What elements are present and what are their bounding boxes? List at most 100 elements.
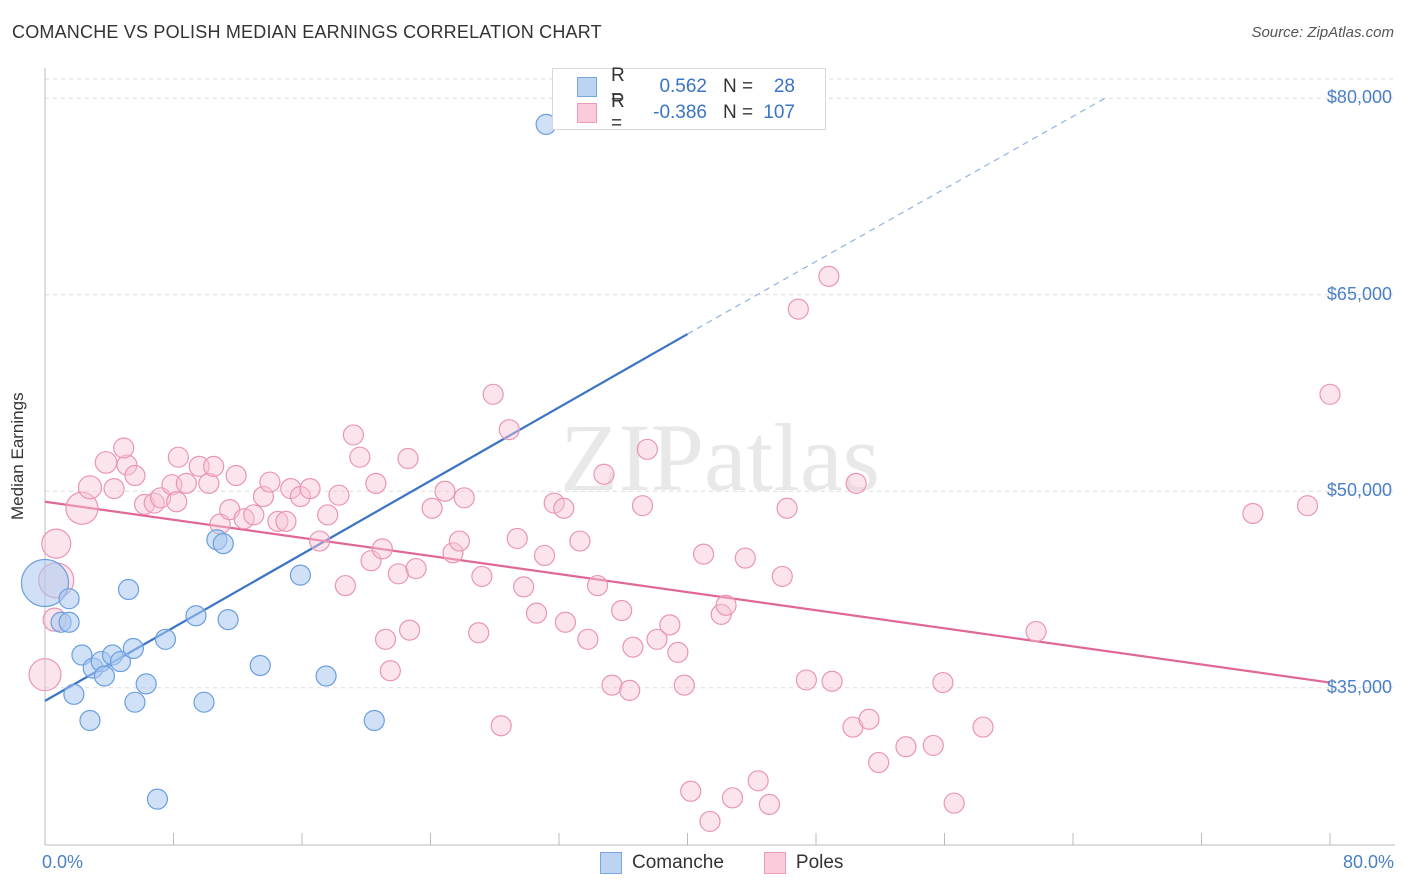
point-poles <box>243 504 265 526</box>
point-poles <box>317 504 339 526</box>
point-poles <box>342 424 364 446</box>
point-poles <box>922 734 944 757</box>
point-poles <box>699 810 721 833</box>
point-poles <box>554 611 577 633</box>
point-poles <box>1242 502 1264 525</box>
watermark: ZIPatlas <box>560 404 880 511</box>
point-poles <box>175 472 197 494</box>
point-poles <box>453 487 475 509</box>
legend-r-label: R = <box>611 91 625 134</box>
point-poles <box>721 787 744 809</box>
point-poles <box>471 565 493 588</box>
point-poles <box>397 447 419 470</box>
legend-swatch-poles <box>577 103 597 123</box>
point-poles <box>533 544 556 567</box>
legend-n-value: 107 <box>763 102 795 123</box>
point-poles <box>498 419 520 441</box>
legend-item-poles[interactable]: Poles <box>763 852 843 874</box>
point-poles <box>374 628 397 650</box>
point-poles <box>468 622 490 644</box>
point-poles <box>747 770 769 792</box>
point-poles <box>943 792 965 814</box>
point-poles <box>667 641 689 664</box>
point-poles <box>267 510 289 532</box>
legend-swatch-poles <box>763 852 786 874</box>
trend-line-poles <box>44 500 1331 684</box>
legend-item-comanche[interactable]: Comanche <box>600 852 724 874</box>
legend-swatch-comanche <box>600 852 622 874</box>
point-comanche <box>217 609 239 631</box>
point-poles <box>490 715 512 737</box>
point-poles <box>448 530 471 552</box>
legend-n-label: N = <box>723 102 754 123</box>
point-poles <box>371 538 393 560</box>
point-poles <box>405 557 427 580</box>
legend-n-label: N = <box>723 76 754 97</box>
x-tick-min: 0.0% <box>42 852 84 872</box>
point-comanche <box>249 654 271 677</box>
point-poles <box>758 793 781 815</box>
point-poles <box>225 464 247 487</box>
source-label: Source: ZipAtlas.com <box>1251 24 1394 41</box>
point-poles <box>868 751 890 774</box>
point-poles <box>275 510 297 532</box>
point-poles <box>1319 383 1341 405</box>
point-poles <box>77 475 103 500</box>
point-poles <box>434 480 456 502</box>
point-poles <box>309 530 331 552</box>
point-poles <box>932 671 954 694</box>
point-comanche <box>363 709 385 732</box>
point-comanche <box>122 637 144 660</box>
point-poles <box>203 455 225 477</box>
point-poles <box>1296 495 1319 517</box>
y-tick-label: $35,000 <box>1326 676 1392 697</box>
point-poles <box>103 478 125 500</box>
point-poles <box>198 472 220 494</box>
legend-row-comanche: R = 0.562 N = 28 <box>577 65 795 108</box>
point-comanche <box>289 564 311 586</box>
trend-extension-comanche <box>687 97 1106 335</box>
point-poles <box>399 619 421 641</box>
point-comanche <box>79 709 101 732</box>
point-comanche <box>124 691 146 713</box>
point-comanche <box>154 628 177 650</box>
point-poles <box>365 472 387 494</box>
point-poles <box>513 576 535 598</box>
point-poles <box>636 438 658 460</box>
point-poles <box>692 543 715 565</box>
point-poles <box>259 471 281 493</box>
point-poles <box>442 542 464 564</box>
chart-title: COMANCHE VS POLISH MEDIAN EARNINGS CORRE… <box>12 22 602 42</box>
x-tick-max: 80.0% <box>1342 852 1394 872</box>
point-poles <box>379 660 401 682</box>
legend-n-value: 28 <box>773 76 795 97</box>
legend-r-label: R = <box>611 65 625 108</box>
trend-lines <box>44 97 1331 702</box>
point-comanche <box>117 578 140 601</box>
point-comanche <box>58 588 80 610</box>
point-comanche <box>63 683 85 705</box>
point-poles <box>569 530 591 552</box>
point-comanche <box>135 673 157 695</box>
point-poles <box>611 599 633 622</box>
series-legend: Comanche Poles <box>600 852 883 874</box>
point-poles <box>116 454 138 476</box>
point-poles <box>328 484 350 506</box>
point-poles <box>776 497 798 519</box>
point-poles <box>124 464 146 487</box>
point-poles <box>646 628 668 650</box>
legend-row-poles: R = -0.386 N = 107 <box>577 91 795 134</box>
point-poles <box>795 669 817 691</box>
point-poles <box>167 446 189 468</box>
point-poles <box>680 780 702 802</box>
point-poles <box>188 455 210 477</box>
point-poles <box>41 528 72 559</box>
point-comanche <box>146 788 169 810</box>
point-poles <box>28 658 62 692</box>
point-poles <box>506 527 528 550</box>
point-poles <box>622 636 644 658</box>
point-poles <box>113 437 135 459</box>
point-poles <box>631 495 654 517</box>
point-poles <box>715 594 737 616</box>
